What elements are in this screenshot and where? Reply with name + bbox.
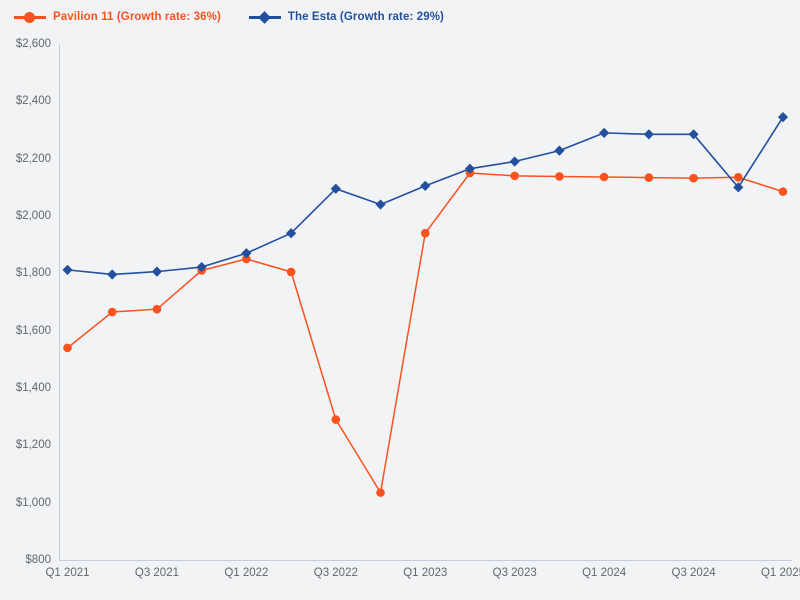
x-axis-tick-label: Q1 2021 — [45, 567, 90, 579]
y-axis-ticks: $800 $1,000 $1,200 $1,400 $1,600 $1,800 $2,000… — [0, 0, 51, 600]
y-axis-tick-label: $800 — [25, 554, 51, 566]
data-point-marker[interactable] — [420, 180, 431, 191]
data-point-marker[interactable] — [242, 254, 251, 264]
x-axis-tick-label: Q3 2023 — [492, 567, 537, 579]
data-point-marker[interactable] — [152, 304, 162, 314]
data-point-marker[interactable] — [376, 488, 385, 497]
data-point-marker[interactable] — [643, 129, 654, 140]
data-point-marker[interactable] — [241, 248, 252, 259]
data-point-marker[interactable] — [599, 127, 610, 138]
x-axis-tick-label: Q1 2023 — [403, 567, 448, 579]
data-point-marker[interactable] — [509, 156, 520, 167]
y-axis-tick-label: $2,200 — [15, 152, 51, 165]
data-point-marker[interactable] — [778, 187, 788, 196]
data-point-marker[interactable] — [777, 112, 789, 123]
data-point-marker[interactable] — [107, 269, 118, 280]
y-axis-tick-label: $1,000 — [15, 496, 51, 509]
x-axis-line — [59, 560, 792, 562]
data-point-marker[interactable] — [733, 173, 743, 182]
y-axis-tick-label: $1,800 — [15, 267, 51, 280]
data-point-marker[interactable] — [151, 266, 163, 277]
y-axis-tick-label: $2,400 — [15, 95, 51, 108]
y-axis-tick-label: $1,200 — [15, 439, 51, 452]
data-point-marker[interactable] — [63, 343, 72, 353]
series-svg — [62, 112, 789, 497]
legend-marker-diamond-icon — [248, 10, 281, 24]
data-point-marker[interactable] — [196, 261, 207, 273]
y-axis-line — [59, 44, 61, 561]
chart-legend: Pavilion 11 (Growth rate: 36%) The Esta … — [0, 0, 800, 34]
data-point-marker[interactable] — [510, 171, 519, 181]
y-axis-tick-label: $2,600 — [15, 38, 51, 50]
data-point-marker[interactable] — [62, 264, 73, 275]
legend-label-the-esta: The Esta (Growth rate: 29%) — [287, 11, 444, 23]
legend-marker-circle-icon — [14, 10, 46, 24]
legend-item-the-esta[interactable]: The Esta (Growth rate: 29%) — [248, 10, 444, 24]
data-point-marker[interactable] — [644, 173, 654, 182]
legend-item-pavilion-11[interactable]: Pavilion 11 (Growth rate: 36%) — [14, 10, 221, 24]
plot-area — [59, 44, 791, 560]
y-axis-tick-label: $1,600 — [15, 324, 51, 337]
x-axis-tick-label: Q3 2024 — [671, 567, 716, 579]
legend-label-pavilion-11: Pavilion 11 (Growth rate: 36%) — [53, 11, 221, 23]
data-point-marker[interactable] — [331, 415, 341, 424]
data-point-marker[interactable] — [286, 267, 296, 277]
data-point-marker[interactable] — [420, 228, 430, 238]
data-point-marker[interactable] — [107, 307, 117, 317]
x-axis-tick-label: Q3 2022 — [313, 567, 358, 579]
series-line-the-esta — [66, 116, 784, 276]
data-point-marker[interactable] — [689, 173, 698, 183]
y-axis-tick-label: $1,400 — [15, 382, 51, 394]
x-axis-tick-label: Q1 2025 — [760, 567, 800, 579]
data-point-marker[interactable] — [554, 145, 565, 156]
data-point-marker[interactable] — [555, 172, 564, 181]
x-axis-tick-label: Q1 2022 — [224, 567, 269, 579]
data-point-marker[interactable] — [599, 172, 609, 182]
y-axis-tick-label: $2,000 — [15, 210, 51, 222]
x-axis-tick-label: Q1 2024 — [582, 567, 627, 579]
x-axis-tick-label: Q3 2021 — [134, 567, 179, 579]
data-point-marker[interactable] — [375, 199, 386, 210]
series-line-pavilion-11 — [66, 172, 784, 494]
